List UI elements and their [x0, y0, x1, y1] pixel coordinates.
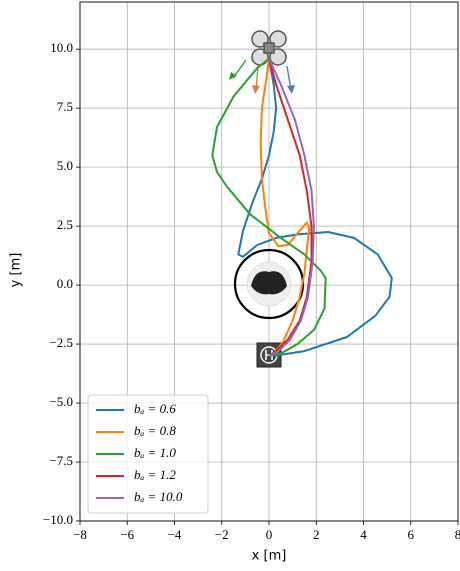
lines	[212, 59, 391, 356]
y-tick-label: 7.5	[57, 99, 73, 114]
y-tick-label: −5.0	[49, 394, 73, 409]
legend-label: bₐ = 1.2	[134, 467, 176, 482]
y-tick-label: −7.5	[49, 453, 73, 468]
chart: x [m] y [m] bₐ = 0.6bₐ = 0.8bₐ = 1.0bₐ =…	[0, 0, 460, 571]
y-tick-label: 10.0	[50, 40, 73, 55]
x-tick-label: −8	[73, 527, 87, 542]
y-tick-label: 2.5	[57, 217, 73, 232]
x-tick-label: 2	[313, 527, 320, 542]
y-tick-label: −2.5	[49, 335, 73, 350]
x-axis-label: x [m]	[252, 549, 287, 564]
legend-label: bₐ = 0.6	[134, 401, 176, 416]
legend-label: bₐ = 1.0	[134, 445, 176, 460]
x-tick-label: −2	[215, 527, 229, 542]
legend-label: bₐ = 0.8	[134, 423, 176, 438]
legend: bₐ = 0.6 bₐ = 0.8 bₐ = 1.0 bₐ = 1.2 bₐ = 10.…	[88, 395, 208, 513]
x-tick-label: −6	[120, 527, 134, 542]
y-tick-label: −10.0	[43, 512, 73, 527]
x-tick-label: −4	[168, 527, 182, 542]
trajectory	[238, 59, 391, 356]
y-axis-label: y [m]	[9, 253, 24, 288]
y-tick-label: 0.0	[57, 276, 73, 291]
x-tick-label: 6	[408, 527, 415, 542]
x-tick-label: 4	[360, 527, 367, 542]
legend-label: bₐ = 10.0	[134, 489, 183, 504]
x-tick-label: 0	[266, 527, 273, 542]
y-tick-label: 5.0	[57, 158, 73, 173]
x-tick-label: 8	[455, 527, 460, 542]
